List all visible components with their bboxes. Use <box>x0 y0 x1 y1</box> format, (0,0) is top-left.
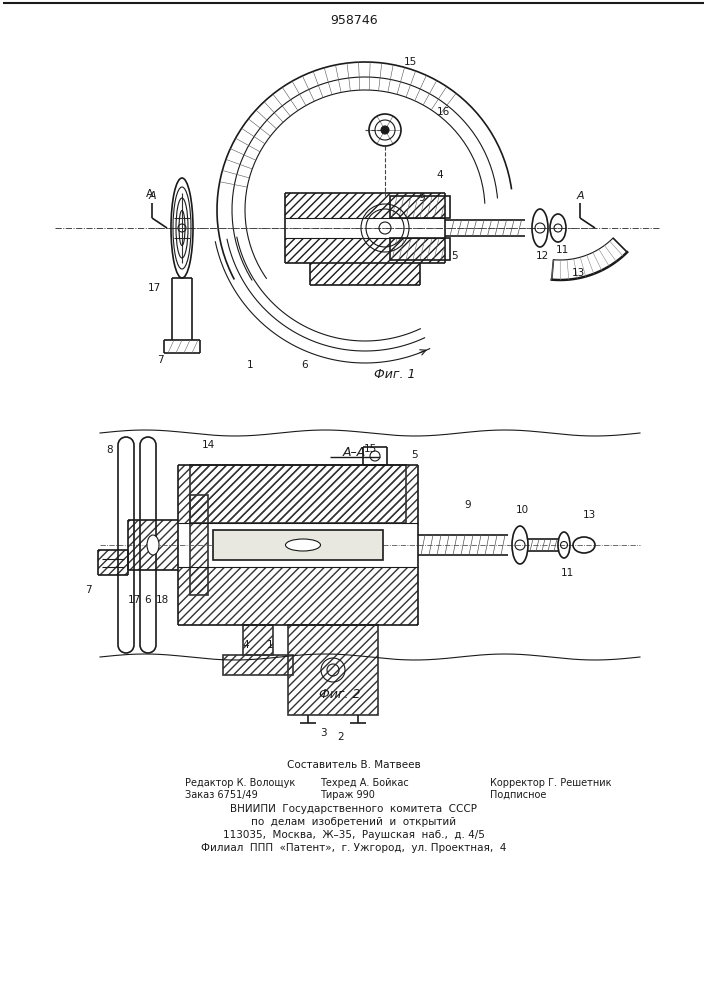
Text: 8: 8 <box>107 445 113 455</box>
Text: Техред А. Бойкас: Техред А. Бойкас <box>320 778 409 788</box>
Text: 1: 1 <box>267 640 274 650</box>
Text: А: А <box>148 191 156 201</box>
Text: 13: 13 <box>571 268 585 278</box>
Text: ВНИИПИ  Государственного  комитета  СССР: ВНИИПИ Государственного комитета СССР <box>230 804 477 814</box>
Text: 7: 7 <box>85 585 91 595</box>
Text: 12: 12 <box>535 251 549 261</box>
Text: А: А <box>146 189 154 199</box>
Bar <box>390 238 450 260</box>
Text: 5: 5 <box>452 251 458 261</box>
Text: 6: 6 <box>302 360 308 370</box>
Text: Тираж 990: Тираж 990 <box>320 790 375 800</box>
Text: 113035,  Москва,  Ж–35,  Раушская  наб.,  д. 4/5: 113035, Москва, Ж–35, Раушская наб., д. … <box>223 830 485 840</box>
Text: 14: 14 <box>201 440 215 450</box>
Text: 15: 15 <box>404 57 416 67</box>
Text: 16: 16 <box>436 107 450 117</box>
Text: 1: 1 <box>247 360 253 370</box>
Text: А: А <box>576 191 584 201</box>
Text: 13: 13 <box>583 510 595 520</box>
Text: 4: 4 <box>437 170 443 180</box>
Text: 7: 7 <box>157 355 163 365</box>
Text: по  делам  изобретений  и  открытий: по делам изобретений и открытий <box>252 817 457 827</box>
Text: 5: 5 <box>411 450 419 460</box>
Text: 15: 15 <box>363 444 377 454</box>
Text: 958746: 958746 <box>330 13 378 26</box>
Bar <box>213 530 383 560</box>
Circle shape <box>381 126 389 134</box>
Text: 17: 17 <box>147 283 160 293</box>
Text: Составитель В. Матвеев: Составитель В. Матвеев <box>287 760 421 770</box>
Text: 11: 11 <box>561 568 573 578</box>
Text: 9: 9 <box>464 500 472 510</box>
Text: 17: 17 <box>127 595 141 605</box>
Text: 6: 6 <box>145 595 151 605</box>
Text: А–А: А–А <box>342 446 366 458</box>
Ellipse shape <box>286 539 320 551</box>
Text: Корректор Г. Решетник: Корректор Г. Решетник <box>490 778 612 788</box>
Text: Редактор К. Волощук: Редактор К. Волощук <box>185 778 296 788</box>
Text: Филиал  ППП  «Патент»,  г. Ужгород,  ул. Проектная,  4: Филиал ППП «Патент», г. Ужгород, ул. Про… <box>201 843 507 853</box>
Text: 2: 2 <box>338 732 344 742</box>
Text: 4: 4 <box>243 640 250 650</box>
Text: Фиг. 1: Фиг. 1 <box>374 368 416 381</box>
Bar <box>390 196 450 218</box>
Text: Заказ 6751/49: Заказ 6751/49 <box>185 790 258 800</box>
Ellipse shape <box>147 535 159 555</box>
Text: Подписное: Подписное <box>490 790 547 800</box>
Text: Фиг. 2: Фиг. 2 <box>320 688 361 702</box>
Text: 11: 11 <box>556 245 568 255</box>
Text: 9: 9 <box>419 193 426 203</box>
Text: 18: 18 <box>156 595 169 605</box>
Text: 10: 10 <box>515 505 529 515</box>
Text: 3: 3 <box>320 728 327 738</box>
